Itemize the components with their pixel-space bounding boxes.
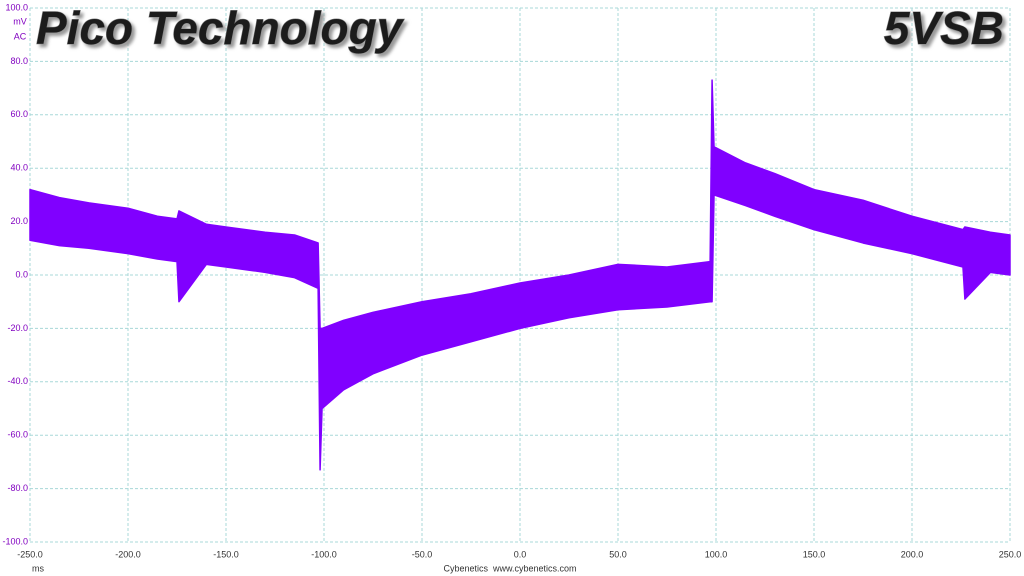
coupling: AC [14, 31, 27, 41]
x-tick-label: 0.0 [514, 549, 527, 559]
y-unit: mV [13, 16, 27, 26]
y-tick-label: -100.0 [2, 536, 28, 546]
signal-band [29, 79, 1011, 471]
y-tick-label: -60.0 [7, 430, 28, 440]
chart-subtitle: 5VSB [884, 2, 1004, 54]
footer: Cybenetics www.cybenetics.com [443, 563, 576, 573]
x-tick-label: -200.0 [115, 549, 141, 559]
x-tick-label: -100.0 [311, 549, 337, 559]
y-tick-label: 80.0 [10, 56, 28, 66]
y-tick-label: -20.0 [7, 323, 28, 333]
y-tick-label: 0.0 [15, 269, 28, 279]
x-tick-label: -150.0 [213, 549, 239, 559]
y-tick-label: 60.0 [10, 109, 28, 119]
x-tick-label: 200.0 [901, 549, 924, 559]
y-tick-label: 40.0 [10, 163, 28, 173]
y-tick-label: 20.0 [10, 216, 28, 226]
x-tick-label: 100.0 [705, 549, 728, 559]
y-tick-label: -40.0 [7, 376, 28, 386]
x-tick-label: 150.0 [803, 549, 826, 559]
x-tick-label: -50.0 [412, 549, 433, 559]
y-tick-label: 100.0 [5, 2, 28, 12]
chart-title: Pico Technology [36, 2, 405, 54]
x-tick-label: 50.0 [609, 549, 627, 559]
y-tick-label: -80.0 [7, 483, 28, 493]
x-tick-label: 250.0 [999, 549, 1022, 559]
x-tick-label: -250.0 [17, 549, 43, 559]
plot-area: 100.0 80.0 60.0 40.0 20.0 0.0 -20.0 -40.0 -60.0 -… [2, 2, 1021, 559]
x-unit: ms [32, 563, 44, 573]
